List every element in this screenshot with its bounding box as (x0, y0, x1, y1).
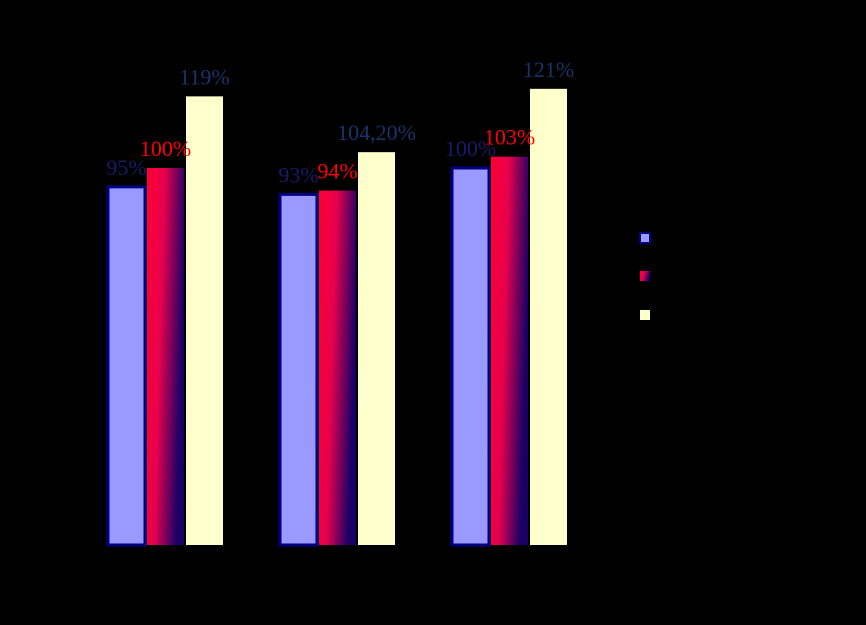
data-label-s3-c1: 119% (179, 64, 230, 89)
data-labels-layer: 95% 93% 100% 100% 94% 103% 119% 104,20% 121% (106, 57, 574, 188)
legend-item-2 (640, 271, 650, 281)
legend-marker-2 (640, 271, 650, 281)
bar-s1-c1 (106, 185, 147, 547)
bar-s2-c2 (319, 190, 356, 545)
bar-s3-c1 (186, 96, 223, 546)
data-label-s2-c2: 94% (317, 159, 357, 184)
data-label-s1-c2: 93% (278, 162, 318, 187)
bar-s2-c1 (147, 168, 184, 545)
legend-item-1 (639, 232, 651, 244)
data-label-s2-c3: 103% (484, 125, 535, 150)
legend-item-3 (640, 310, 650, 320)
data-label-s3-c2: 104,20% (337, 120, 416, 145)
data-label-s1-c1: 95% (106, 155, 146, 180)
data-label-s1-c3: 100% (445, 136, 496, 161)
bars-layer (106, 88, 567, 547)
bar-s3-c3 (530, 88, 567, 545)
legend-marker-3 (640, 310, 650, 320)
bar-s1-c2 (278, 192, 319, 547)
bar-s2-c3 (491, 156, 528, 545)
legend (639, 232, 651, 320)
bar-s3-c2 (358, 152, 395, 545)
data-label-s3-c3: 121% (523, 57, 574, 82)
bar-s1-c3 (450, 166, 491, 547)
legend-marker-1 (639, 232, 651, 244)
data-label-s2-c1: 100% (140, 136, 191, 161)
